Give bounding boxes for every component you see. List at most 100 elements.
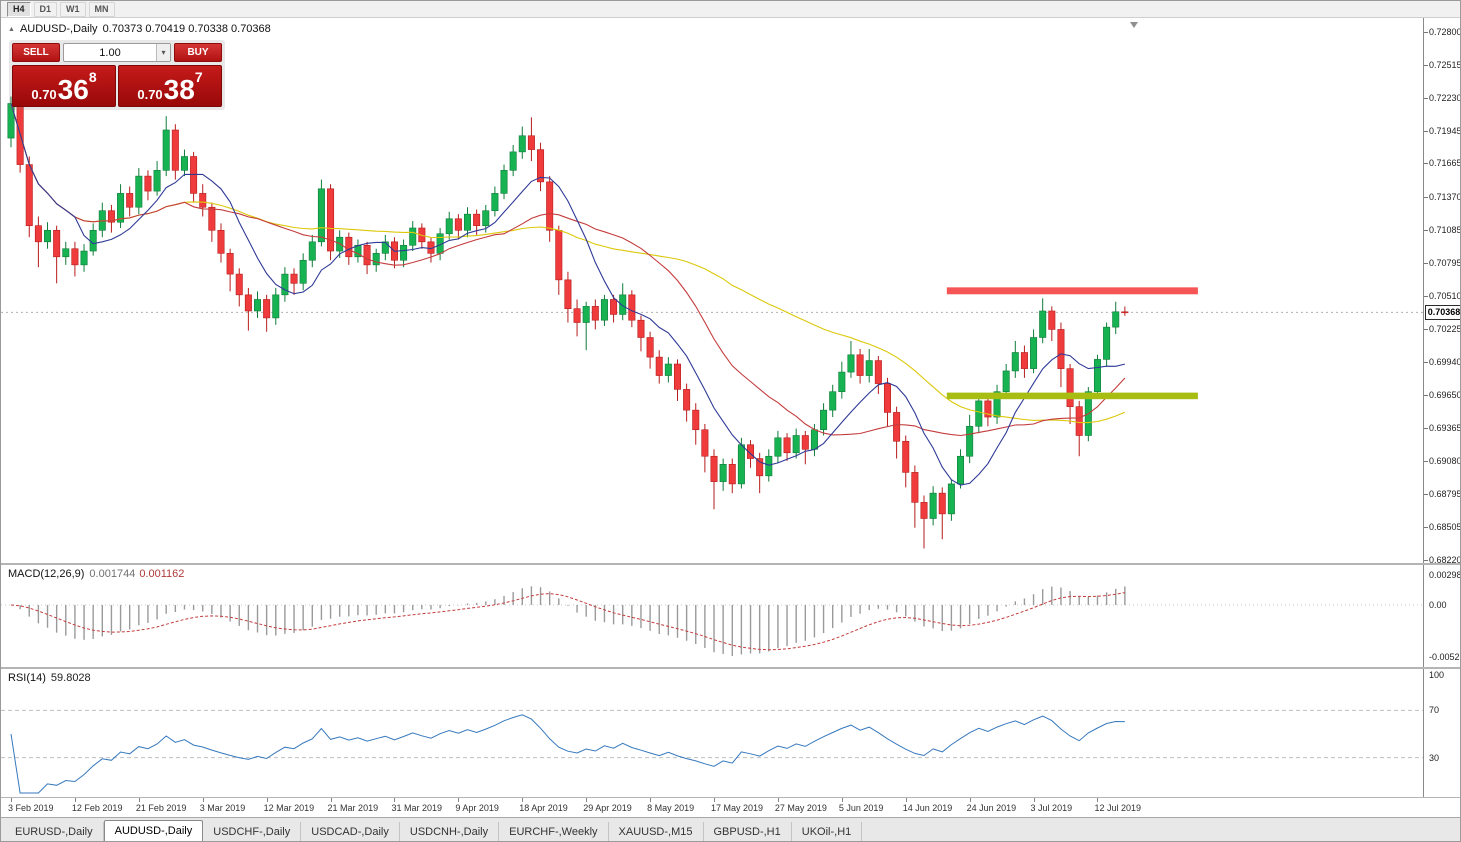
date-axis-label: 3 Jul 2019 — [1030, 803, 1073, 813]
price-axis-label: 0.68505 — [1429, 522, 1461, 533]
timeframe-button-mn[interactable]: MN — [88, 1, 115, 17]
tab-bar: EURUSD-,Daily AUDUSD-,Daily USDCHF-,Daily U… — [1, 817, 1460, 841]
buy-button[interactable]: BUY — [174, 43, 222, 62]
date-axis-label: 12 Mar 2019 — [263, 803, 315, 813]
price-axis-label: 0.70510 — [1429, 291, 1461, 301]
macd-indicator-chart[interactable] — [1, 565, 1423, 667]
timeframe-button-d1[interactable]: D1 — [33, 1, 58, 17]
chart-tab-usdcad-daily[interactable]: USDCAD-,Daily — [301, 822, 400, 841]
chart-shift-icon — [1130, 22, 1138, 28]
date-axis-label: 21 Feb 2019 — [135, 803, 187, 813]
price-axis-tick — [1424, 263, 1428, 264]
chart-tab-audusd-daily[interactable]: AUDUSD-,Daily — [103, 820, 204, 841]
support-line[interactable] — [946, 392, 1198, 400]
price-axis-tick — [1424, 131, 1428, 132]
date-axis-tick — [714, 798, 715, 802]
chart-tab-xauusd-m15[interactable]: XAUUSD-,M15 — [609, 822, 704, 841]
date-axis-label: 12 Jul 2019 — [1094, 803, 1142, 813]
main-chart-panel: ▲ AUDUSD-,Daily 0.70373 0.70419 0.70338 … — [1, 18, 1423, 563]
chart-tab-eurusd-daily[interactable]: EURUSD-,Daily — [5, 822, 104, 841]
price-axis-label: 0.72230 — [1429, 92, 1461, 103]
buy-price-pipette: 7 — [194, 69, 203, 85]
price-axis-label: 0.72515 — [1429, 59, 1461, 70]
timeframe-button-w1[interactable]: W1 — [60, 1, 86, 17]
buy-price-button[interactable]: 0.70 38 7 — [118, 65, 222, 107]
panel-splitter[interactable] — [1, 667, 1460, 669]
price-axis-label: 0.69365 — [1429, 423, 1461, 433]
price-axis-tick — [1424, 395, 1428, 396]
price-axis-tick — [1424, 230, 1428, 231]
rsi-line — [10, 714, 1125, 794]
macd-axis-label: 0.00 — [1429, 600, 1447, 610]
price-axis-label: 0.72800 — [1429, 27, 1461, 37]
price-axis-label: 0.71665 — [1429, 157, 1461, 168]
date-axis-label: 3 Mar 2019 — [199, 803, 246, 813]
date-axis-label: 31 Mar 2019 — [391, 803, 442, 813]
date-axis-label: 24 Jun 2019 — [966, 803, 1017, 813]
date-axis-tick — [139, 798, 140, 802]
sell-button[interactable]: SELL — [12, 43, 60, 62]
chart-tab-usdcnh-daily[interactable]: USDCNH-,Daily — [400, 822, 500, 841]
price-axis-label: 0.68220 — [1429, 555, 1461, 565]
rsi-axis-label: 30 — [1429, 752, 1440, 763]
date-axis-label: 14 Jun 2019 — [902, 803, 953, 813]
chart-tab-gbpusd-h1[interactable]: GBPUSD-,H1 — [704, 822, 792, 841]
date-axis-tick — [1097, 798, 1098, 802]
volume-dropdown-icon[interactable]: ▾ — [156, 44, 170, 61]
price-axis-tick — [1424, 65, 1428, 66]
chart-tab-usdchf-daily[interactable]: USDCHF-,Daily — [203, 822, 302, 841]
price-axis-label: 0.70225 — [1429, 323, 1461, 334]
price-axis-label: 0.69650 — [1429, 390, 1461, 401]
date-axis-tick — [650, 798, 651, 802]
candlestick-chart[interactable] — [1, 18, 1423, 563]
macd-signal-value: 0.001162 — [139, 568, 185, 580]
rsi-axis-label: 100 — [1429, 670, 1445, 680]
date-axis-label: 8 May 2019 — [647, 803, 695, 813]
price-axis-tick — [1424, 461, 1428, 462]
buy-price-big-digits: 38 — [163, 74, 195, 105]
resistance-line[interactable] — [946, 287, 1198, 295]
date-axis-tick — [778, 798, 779, 802]
chart-title: ▲ AUDUSD-,Daily 0.70373 0.70419 0.70338 … — [8, 23, 271, 35]
date-axis-tick — [586, 798, 587, 802]
chart-ohlc-values: 0.70373 0.70419 0.70338 0.70368 — [102, 23, 271, 35]
date-axis-label: 17 May 2019 — [711, 803, 764, 813]
buy-price-prefix: 0.70 — [137, 87, 163, 102]
rsi-value: 59.8028 — [50, 672, 91, 684]
date-axis-tick — [458, 798, 459, 802]
price-axis-tick — [1424, 98, 1428, 99]
price-axis-tick — [1424, 494, 1428, 495]
rsi-axis-label: 70 — [1429, 705, 1440, 716]
date-axis-label: 27 May 2019 — [774, 803, 827, 813]
slow-ma-line — [10, 103, 1126, 424]
price-axis-label: 0.69940 — [1429, 356, 1461, 367]
volume-input[interactable]: 1.00 ▾ — [63, 43, 171, 62]
current-price-tag: 0.70368 — [1425, 305, 1460, 321]
timeframe-button-h4[interactable]: H4 — [7, 1, 31, 17]
one-click-trading-panel: SELL 1.00 ▾ BUY 0.70 36 8 0.70 38 7 — [9, 40, 225, 110]
price-axis[interactable]: 0.72800 0.72515 0.72230 0.71945 0.71665 0.713… — [1423, 18, 1461, 797]
date-axis-tick — [522, 798, 523, 802]
chart-tab-eurchf-weekly[interactable]: EURCHF-,Weekly — [499, 822, 609, 841]
date-axis-label: 29 Apr 2019 — [583, 803, 632, 813]
date-axis-tick — [842, 798, 843, 802]
panel-splitter[interactable] — [1, 563, 1460, 565]
macd-label-row: MACD(12,26,9) 0.001744 0.001162 — [8, 568, 184, 580]
date-axis-tick — [331, 798, 332, 802]
chart-tab-ukoil-h1[interactable]: UKOil-,H1 — [792, 822, 863, 841]
date-axis-label: 3 Feb 2019 — [8, 803, 54, 813]
sell-price-big-digits: 36 — [57, 74, 89, 105]
macd-indicator-label: MACD(12,26,9) — [8, 568, 85, 580]
date-axis[interactable]: 3 Feb 2019 12 Feb 2019 21 Feb 2019 3 Mar 20… — [1, 797, 1460, 817]
price-axis-label: 0.69080 — [1429, 455, 1461, 466]
price-axis-tick — [1424, 163, 1428, 164]
sell-price-button[interactable]: 0.70 36 8 — [12, 65, 116, 107]
medium-ma-line — [10, 103, 1126, 437]
sell-price-prefix: 0.70 — [31, 87, 57, 102]
rsi-indicator-chart[interactable] — [1, 669, 1423, 797]
price-axis-label: 0.70795 — [1429, 258, 1461, 269]
macd-signal-line — [10, 592, 1125, 651]
date-axis-tick — [11, 798, 12, 802]
price-axis-tick — [1424, 32, 1428, 33]
volume-value: 1.00 — [99, 46, 121, 59]
